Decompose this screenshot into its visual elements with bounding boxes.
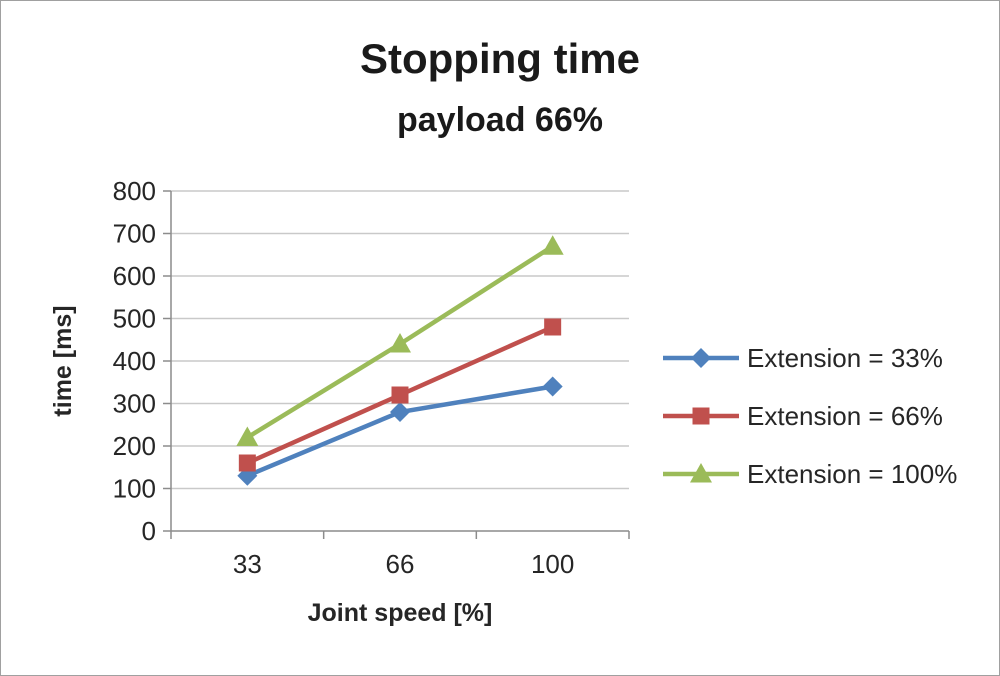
x-axis-title: Joint speed [%] bbox=[307, 599, 493, 627]
legend-label: Extension = 33% bbox=[747, 343, 943, 373]
legend-marker bbox=[692, 407, 710, 425]
y-tick-label: 400 bbox=[113, 346, 156, 376]
y-tick-label: 800 bbox=[113, 176, 156, 206]
x-tick-label: 66 bbox=[386, 549, 415, 579]
y-tick-label: 100 bbox=[113, 474, 156, 504]
y-axis-title: time [ms] bbox=[49, 305, 77, 417]
y-tick-label: 0 bbox=[142, 516, 156, 546]
legend-label: Extension = 66% bbox=[747, 401, 943, 431]
series-marker bbox=[236, 426, 259, 446]
legend-marker bbox=[690, 463, 712, 483]
chart-title: Stopping time bbox=[360, 35, 640, 82]
series-marker bbox=[544, 318, 562, 336]
series-marker bbox=[542, 376, 563, 397]
chart-subtitle: payload 66% bbox=[397, 101, 603, 139]
y-tick-label: 500 bbox=[113, 304, 156, 334]
y-tick-label: 700 bbox=[113, 219, 156, 249]
x-tick-label: 33 bbox=[233, 549, 262, 579]
series-marker bbox=[541, 235, 564, 255]
legend-marker bbox=[691, 348, 711, 368]
series-marker bbox=[238, 454, 256, 472]
y-tick-label: 200 bbox=[113, 431, 156, 461]
series-marker bbox=[389, 333, 411, 353]
x-tick-label: 100 bbox=[531, 549, 574, 579]
legend-label: Extension = 100% bbox=[747, 459, 957, 489]
series-marker bbox=[390, 402, 410, 422]
y-tick-label: 300 bbox=[113, 389, 156, 419]
y-tick-label: 600 bbox=[113, 261, 156, 291]
series-marker bbox=[391, 386, 409, 404]
